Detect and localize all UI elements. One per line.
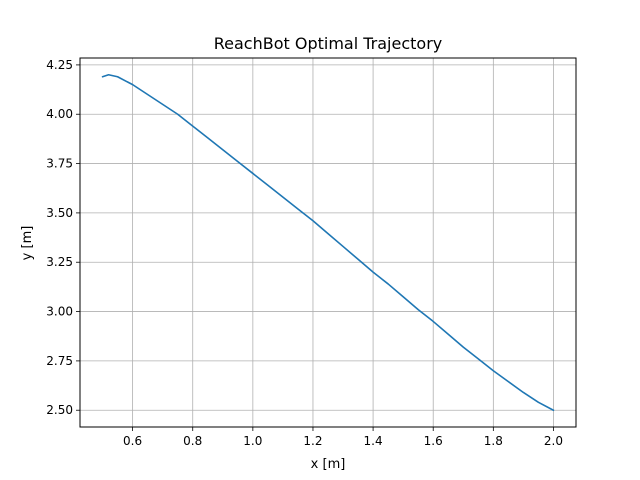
x-tick-label: 1.2 [303, 434, 322, 448]
x-tick-label: 1.6 [424, 434, 443, 448]
x-tick-label: 0.8 [183, 434, 202, 448]
y-axis-label: y [m] [20, 226, 35, 261]
y-tick-label: 3.75 [46, 157, 73, 171]
y-tick-label: 3.25 [46, 255, 73, 269]
x-tick-label: 2.0 [544, 434, 563, 448]
series-layer [101, 73, 555, 412]
x-tick-label: 1.4 [364, 434, 383, 448]
y-tick-label: 4.00 [46, 107, 73, 121]
x-tick-label: 0.6 [123, 434, 142, 448]
y-tick-label: 2.75 [46, 354, 73, 368]
chart-title: ReachBot Optimal Trajectory [214, 34, 443, 53]
y-axis-ticks: 2.50 2.75 3.00 3.25 3.50 3.75 4.00 4.25 [46, 58, 80, 417]
x-axis-ticks: 0.6 0.8 1.0 1.2 1.4 1.6 1.8 2.0 [123, 427, 563, 448]
x-tick-label: 1.8 [484, 434, 503, 448]
trajectory-line [101, 73, 555, 412]
y-tick-label: 2.50 [46, 403, 73, 417]
y-tick-label: 3.50 [46, 206, 73, 220]
x-tick-label: 1.0 [243, 434, 262, 448]
y-tick-label: 4.25 [46, 58, 73, 72]
x-axis-label: x [m] [311, 457, 346, 472]
y-tick-label: 3.00 [46, 305, 73, 319]
axes-frame [79, 57, 577, 428]
grid [80, 58, 576, 427]
